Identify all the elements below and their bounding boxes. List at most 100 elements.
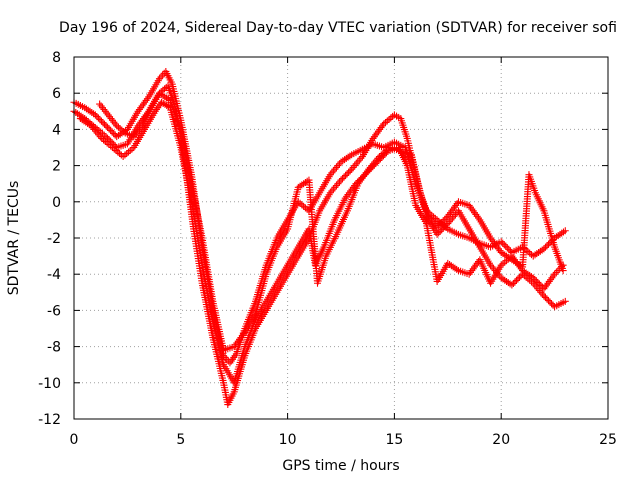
data-point <box>74 110 82 118</box>
data-point <box>91 111 99 119</box>
data-point <box>541 243 549 251</box>
data-point <box>442 221 450 229</box>
data-point <box>101 137 109 145</box>
data-point <box>159 92 167 100</box>
data-point <box>121 151 129 159</box>
data-point <box>335 160 343 168</box>
data-point <box>100 136 108 144</box>
data-point <box>337 176 345 184</box>
data-point <box>508 256 516 264</box>
data-point <box>110 130 118 138</box>
data-point <box>108 144 116 151</box>
data-point <box>346 167 354 175</box>
data-series <box>70 67 569 409</box>
data-point <box>438 218 446 226</box>
data-point <box>453 265 461 273</box>
data-point <box>94 114 102 122</box>
data-point <box>497 248 505 256</box>
data-point <box>382 118 389 126</box>
data-point <box>536 247 544 255</box>
data-point <box>535 248 543 256</box>
data-point <box>72 109 80 117</box>
data-point <box>513 259 521 267</box>
data-point <box>342 171 350 179</box>
data-point <box>534 278 542 286</box>
data-point <box>104 123 112 131</box>
data-point <box>433 223 441 231</box>
data-point <box>531 251 539 259</box>
data-point <box>296 199 304 207</box>
data-point <box>298 181 306 189</box>
data-point <box>78 116 86 124</box>
data-point <box>118 126 126 134</box>
data-point <box>81 104 89 112</box>
data-point <box>501 251 509 259</box>
y-tick-label: -10 <box>38 376 61 392</box>
data-point <box>543 242 551 250</box>
data-point <box>510 257 518 265</box>
data-point <box>511 258 519 266</box>
data-point <box>335 178 343 186</box>
data-point <box>383 147 391 155</box>
data-point <box>334 180 342 188</box>
data-point <box>552 233 560 241</box>
y-tick-label: -2 <box>47 231 61 247</box>
data-point <box>529 252 537 260</box>
data-point <box>329 185 337 193</box>
data-point <box>331 165 339 173</box>
data-point <box>294 198 302 206</box>
data-point <box>112 147 120 155</box>
data-point <box>343 170 351 178</box>
data-point <box>435 229 443 237</box>
data-point <box>355 156 363 164</box>
data-point <box>75 111 83 119</box>
data-point <box>441 215 449 223</box>
data-point <box>505 245 513 253</box>
data-point <box>339 157 347 165</box>
data-point <box>107 142 115 150</box>
data-point <box>439 224 447 232</box>
data-point <box>558 229 566 237</box>
data-point <box>155 89 163 97</box>
series-track-4 <box>96 89 567 354</box>
data-point <box>512 276 520 284</box>
data-point <box>532 277 540 285</box>
data-point <box>504 279 512 287</box>
data-point <box>300 180 308 188</box>
data-point <box>544 240 552 248</box>
data-point <box>387 114 395 122</box>
data-point <box>540 245 548 253</box>
y-tick-label: 0 <box>52 195 61 211</box>
data-point <box>444 259 452 267</box>
data-point <box>499 250 507 258</box>
data-point <box>99 119 107 127</box>
data-point <box>447 262 455 270</box>
data-point <box>103 139 111 147</box>
data-point <box>334 162 342 170</box>
data-point <box>124 148 132 156</box>
data-point <box>337 158 345 166</box>
data-point <box>294 183 302 191</box>
data-point <box>123 150 131 158</box>
y-tick-label: 8 <box>52 50 61 66</box>
data-point <box>348 165 356 173</box>
data-point <box>88 109 96 117</box>
data-point <box>159 71 167 79</box>
data-point <box>113 133 121 141</box>
data-point <box>296 182 304 190</box>
data-point <box>499 275 507 283</box>
data-point <box>102 122 110 130</box>
data-point <box>544 297 552 305</box>
y-tick-label: 6 <box>52 86 61 102</box>
data-point <box>435 222 443 230</box>
data-point <box>554 232 562 240</box>
data-point <box>82 105 90 113</box>
data-point <box>535 280 543 288</box>
data-point <box>379 150 387 158</box>
data-point <box>116 150 124 158</box>
data-point <box>97 117 105 125</box>
data-point <box>439 217 447 225</box>
data-point <box>126 147 134 155</box>
data-point <box>537 288 545 296</box>
data-point <box>506 255 514 263</box>
